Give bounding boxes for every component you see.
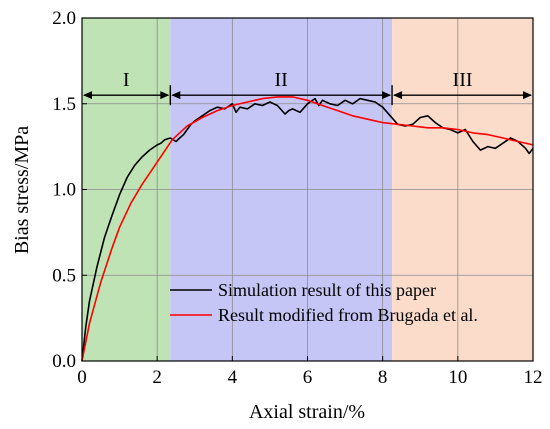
region-label-I: I (123, 69, 130, 91)
y-tick-label: 1.5 (52, 94, 76, 115)
x-tick-label: 4 (228, 367, 238, 388)
legend: Simulation result of this paper Result m… (170, 280, 478, 325)
y-tick-label: 1.0 (52, 180, 76, 201)
y-tick-label: 2.0 (52, 8, 76, 29)
series-lines (81, 96, 534, 362)
region-label-III: III (453, 69, 473, 91)
arrow-head (382, 91, 392, 100)
y-axis-title: Bias stress/MPa (11, 126, 33, 254)
x-tick-label: 6 (303, 367, 313, 388)
arrow-head (393, 91, 403, 100)
arrow-head (171, 91, 181, 100)
legend-label-brugada: Result modified from Brugada et al. (218, 305, 478, 325)
x-tick-label: 0 (77, 367, 87, 388)
legend-label-simulation: Simulation result of this paper (218, 280, 436, 300)
x-tick-label: 10 (448, 367, 467, 388)
x-tick-label: 8 (378, 367, 388, 388)
arrow-head (83, 91, 92, 100)
axis-ticks: 0 2 4 6 8 10 12 0.0 0.5 1.0 1.5 2.0 (52, 8, 542, 388)
x-tick-label: 12 (524, 367, 543, 388)
y-tick-label: 0.5 (52, 265, 76, 286)
series-line-1 (81, 96, 534, 362)
region-arrows: I II III (83, 69, 532, 106)
y-tick-label: 0.0 (52, 351, 76, 372)
x-axis-title: Axial strain/% (249, 401, 365, 423)
series-line-0 (81, 97, 534, 362)
arrow-head (160, 91, 170, 100)
arrow-head (523, 91, 532, 100)
x-tick-label: 2 (152, 367, 162, 388)
region-label-II: II (275, 69, 288, 91)
